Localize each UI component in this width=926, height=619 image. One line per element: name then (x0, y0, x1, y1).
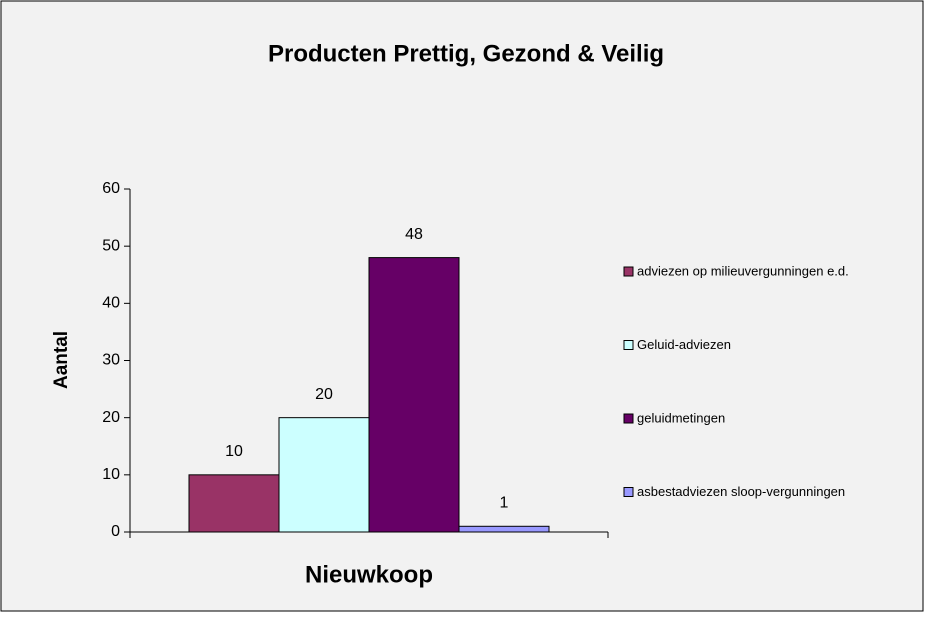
y-tick-label: 20 (102, 409, 120, 426)
y-tick-label: 30 (102, 352, 120, 369)
data-label: 20 (315, 386, 333, 403)
legend-label: adviezen op milieuvergunningen e.d. (637, 263, 849, 278)
legend-label: Geluid-adviezen (637, 337, 731, 352)
data-label: 48 (405, 226, 423, 243)
legend-swatch (623, 487, 634, 497)
bar (188, 474, 280, 533)
legend-swatch (623, 340, 634, 350)
data-label: 10 (225, 443, 243, 460)
y-tick-label: 60 (102, 180, 120, 197)
y-tick-label: 0 (111, 523, 120, 540)
bar (458, 525, 550, 533)
y-tick-label: 40 (102, 295, 120, 312)
legend-label: asbestadviezen sloop-vergunningen (637, 484, 845, 499)
x-tick-label: Nieuwkoop (305, 561, 433, 588)
legend-swatch (623, 413, 634, 424)
bar (368, 257, 460, 533)
chart-title: Producten Prettig, Gezond & Veilig (268, 40, 664, 67)
legend-label: geluidmetingen (637, 410, 725, 425)
y-axis-label: Aantal (51, 331, 72, 389)
legend-swatch (623, 266, 634, 277)
y-tick-label: 50 (102, 237, 120, 254)
data-label: 1 (500, 495, 509, 512)
bar (278, 417, 370, 533)
y-tick-label: 10 (102, 466, 120, 483)
